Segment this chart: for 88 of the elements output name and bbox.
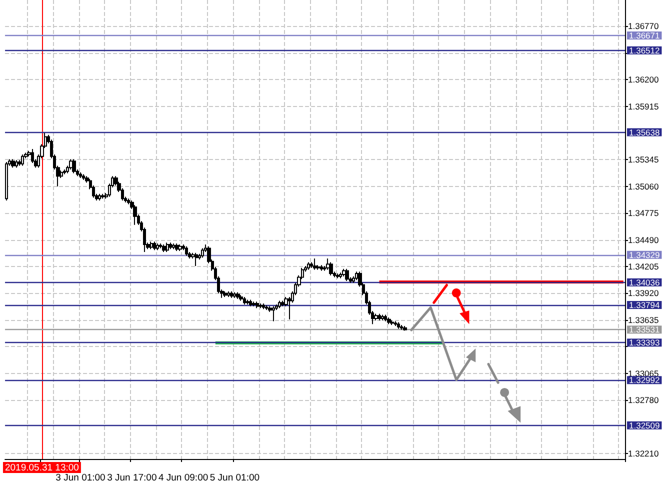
- ref-line-label: 1.33531: [629, 324, 660, 335]
- candlestick: [169, 242, 172, 250]
- y-tick-label: 1.34490: [628, 234, 659, 245]
- candlestick: [79, 172, 82, 178]
- y-tick-label: 1.36770: [628, 21, 659, 32]
- candlestick: [249, 299, 252, 307]
- y-tick-label: 1.33635: [628, 314, 659, 325]
- candlestick: [394, 320, 397, 326]
- candlestick: [11, 158, 15, 168]
- candlestick: [390, 320, 394, 326]
- y-tick-label: 1.34775: [628, 208, 659, 218]
- candlestick: [101, 193, 105, 200]
- candlestick: [381, 314, 384, 321]
- candlestick: [178, 244, 182, 252]
- candlestick: [387, 317, 391, 325]
- candlestick: [310, 262, 313, 268]
- candlestick: [256, 301, 259, 309]
- y-tick-label: 1.33920: [628, 288, 659, 298]
- candlestick: [329, 262, 333, 276]
- y-tick-label: 1.32210: [628, 448, 659, 458]
- candlestick: [278, 300, 281, 309]
- ref-line-label: 1.33393: [629, 338, 660, 348]
- candlestick: [201, 248, 204, 258]
- x-tick-label: 4 Jun 09:00: [158, 472, 208, 484]
- candlestick: [63, 169, 66, 175]
- y-tick-label: 1.35915: [628, 101, 659, 112]
- candlestick: [195, 252, 198, 267]
- candlestick: [72, 158, 76, 174]
- candlestick: [82, 174, 85, 180]
- candlestick: [403, 325, 407, 332]
- y-tick-label: 1.36200: [628, 74, 659, 85]
- candlestick: [156, 243, 159, 251]
- candlestick: [272, 306, 275, 322]
- x-tick-label: 3 Jun 01:00: [56, 472, 106, 484]
- candlestick: [162, 244, 166, 252]
- ref-line-label: 1.34329: [629, 250, 660, 260]
- candlestick: [313, 258, 317, 270]
- ref-line-label: 1.36671: [629, 30, 660, 40]
- candlestick: [397, 322, 400, 330]
- candlestick: [223, 290, 227, 298]
- candlestick: [127, 198, 130, 205]
- candlestick: [133, 204, 137, 226]
- candlestick: [345, 268, 349, 282]
- candlestick: [384, 314, 387, 322]
- candlestick: [352, 276, 355, 284]
- x-tick-label: 5 Jun 01:00: [210, 472, 260, 484]
- candlestick: [374, 313, 378, 321]
- candlestick: [262, 303, 265, 310]
- candlestick: [243, 296, 246, 305]
- y-tick-label: 1.34205: [628, 262, 659, 272]
- candlestick: [236, 292, 240, 300]
- y-tick-label: 1.35345: [628, 154, 659, 165]
- candlestick: [265, 304, 268, 311]
- candlestick: [166, 242, 169, 252]
- ref-line-label: 1.32992: [629, 375, 660, 386]
- ref-line-label: 1.32509: [629, 420, 660, 430]
- candlestick: [21, 154, 24, 166]
- candlestick: [281, 300, 285, 307]
- candlestick: [339, 272, 342, 279]
- x-tick-label: 2019.05.31 13:00: [4, 462, 79, 474]
- candlestick: [320, 264, 323, 272]
- y-tick-label: 1.35060: [628, 181, 659, 192]
- ref-line-label: 1.33794: [629, 300, 660, 310]
- candlestick: [15, 160, 18, 168]
- candlestick: [307, 262, 310, 270]
- candlestick: [252, 301, 256, 307]
- candlestick: [227, 290, 230, 298]
- candlestick: [259, 303, 262, 309]
- candlestick: [5, 162, 8, 201]
- candlestick: [336, 273, 339, 279]
- candlestick: [31, 148, 34, 164]
- y-tick-label: 1.32780: [628, 394, 659, 405]
- candlestick: [230, 290, 233, 298]
- candlestick: [185, 246, 188, 256]
- candlestick: [378, 313, 381, 321]
- ref-line-label: 1.34036: [629, 277, 660, 288]
- candlestick: [153, 241, 156, 251]
- candlestick: [98, 193, 101, 201]
- candlestick: [150, 241, 153, 250]
- ref-line-label: 1.35638: [629, 127, 660, 138]
- x-tick-label: 3 Jun 17:00: [107, 472, 157, 484]
- candlestick: [233, 292, 236, 298]
- candlestick: [239, 294, 243, 302]
- candlestick: [172, 243, 175, 250]
- candlestick: [159, 243, 162, 249]
- ref-line-label: 1.36512: [629, 45, 660, 56]
- candlestick: [246, 299, 249, 305]
- candlestick: [400, 324, 403, 330]
